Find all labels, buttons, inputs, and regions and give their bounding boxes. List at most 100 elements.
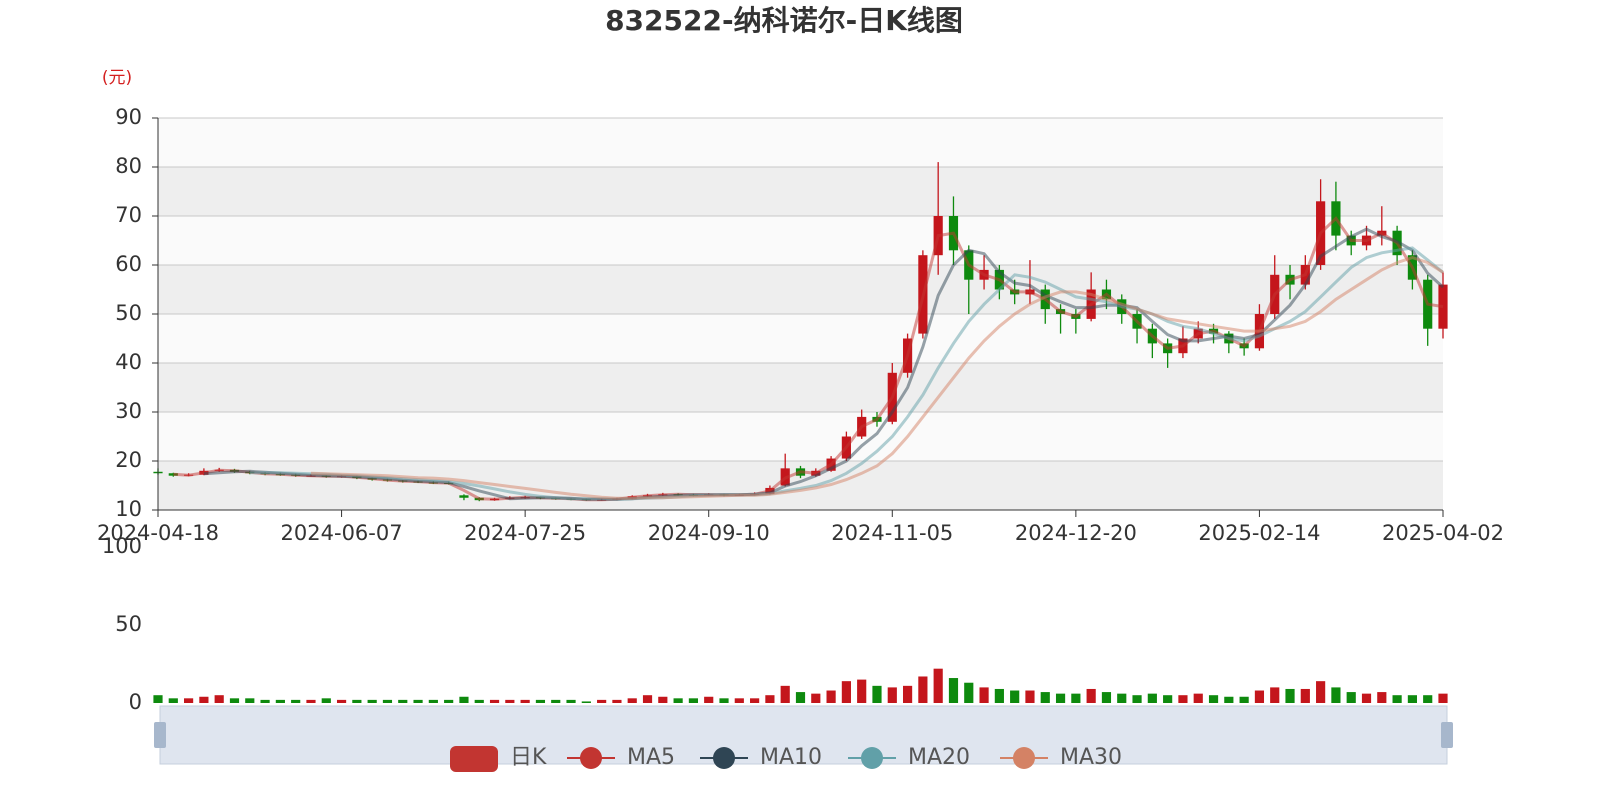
volume-bar	[1270, 687, 1280, 703]
volume-bar	[367, 699, 377, 703]
volume-bar	[841, 681, 851, 703]
y-tick-label: 40	[115, 350, 142, 374]
volume-bar	[1040, 692, 1050, 703]
volume-bar	[1361, 693, 1372, 703]
volume-bar	[413, 699, 423, 703]
volume-bar	[520, 699, 530, 703]
volume-bar	[719, 698, 729, 703]
volume-tick-label: 50	[115, 612, 142, 636]
legend-label: MA5	[627, 745, 675, 770]
x-tick-label: 2025-04-02	[1382, 521, 1504, 545]
volume-bar	[1316, 681, 1326, 703]
ma-line	[310, 256, 1444, 500]
volume-bar	[275, 699, 285, 703]
volume-bar	[1392, 695, 1402, 703]
y-unit: (元)	[102, 68, 132, 88]
volume-bar	[459, 696, 469, 703]
y-tick-label: 20	[115, 448, 142, 472]
volume-bar	[964, 682, 974, 703]
volume-bar	[444, 699, 454, 703]
volume-bar	[1438, 693, 1448, 703]
volume-bar	[1025, 690, 1035, 703]
volume-bar	[1163, 695, 1173, 703]
volume-bar	[826, 690, 836, 703]
volume-bar	[581, 701, 591, 703]
volume-bar	[658, 696, 668, 703]
volume-bar	[1178, 695, 1188, 703]
split-area	[158, 167, 1443, 216]
volume-bar	[704, 696, 714, 703]
volume-bar	[1071, 693, 1081, 703]
legend-icon	[1013, 747, 1035, 769]
slider-handle[interactable]	[154, 722, 166, 748]
y-tick-label: 10	[115, 497, 142, 521]
x-tick-label: 2025-02-14	[1198, 521, 1320, 545]
volume-bar	[1117, 693, 1127, 703]
volume-bar	[505, 699, 515, 703]
volume-bar	[597, 699, 607, 703]
axes: 10 20 30 40 50 60 70 80 90 2024-04-18 2024-06-07 20…	[97, 105, 1504, 714]
slider-handle[interactable]	[1441, 722, 1453, 748]
volume-bar	[199, 696, 209, 703]
volume-bar	[811, 693, 821, 703]
volume-bar	[1101, 692, 1112, 703]
zoom-slider[interactable]	[154, 705, 1453, 765]
split-area	[158, 265, 1443, 314]
y-tick-label: 70	[115, 203, 142, 227]
ma-line	[249, 246, 1444, 501]
volume-bar	[153, 695, 163, 703]
volume-bar	[428, 699, 438, 703]
volume-bar	[1132, 695, 1142, 703]
volume-bar	[872, 685, 882, 703]
volume-bar	[627, 698, 637, 703]
x-tick-label: 2024-11-05	[831, 521, 953, 545]
volume-bar	[765, 695, 775, 703]
volume-bar	[780, 685, 790, 703]
volume-bar	[566, 699, 576, 703]
split-area	[158, 118, 1443, 167]
volume-bar	[1086, 688, 1096, 703]
y-tick-label: 90	[115, 105, 142, 129]
volume-bar	[1300, 688, 1310, 703]
volume-tick-label: 100	[102, 534, 142, 558]
volume-bar	[184, 698, 194, 703]
legend: 日K MA5 MA10 MA20 MA30	[450, 745, 1122, 772]
volume-bar	[1407, 695, 1417, 703]
chart-title: 832522-纳科诺尔-日K线图	[605, 4, 963, 37]
legend-label: 日K	[510, 745, 547, 770]
volume-bar	[918, 676, 928, 703]
volume-tick-label: 0	[129, 690, 142, 714]
candle-body	[1438, 284, 1448, 329]
volume-bar	[489, 699, 500, 703]
volume-bar	[1346, 692, 1356, 703]
y-tick-label: 80	[115, 154, 142, 178]
volume-bar	[245, 698, 255, 703]
x-tick-label: 2024-06-07	[281, 521, 403, 545]
legend-icon	[861, 747, 883, 769]
volume-bar	[979, 687, 989, 703]
y-tick-label: 50	[115, 301, 142, 325]
volume-bar	[612, 699, 622, 703]
volume-bar	[887, 687, 897, 703]
volume-bar	[1224, 696, 1234, 703]
volume-bar	[933, 668, 943, 703]
volume-bar	[1193, 693, 1203, 703]
volume-bar	[321, 698, 331, 703]
volume-bar	[168, 698, 178, 703]
volume-bar	[673, 698, 683, 703]
legend-label: MA30	[1060, 745, 1122, 770]
volume-bar	[1010, 690, 1020, 703]
x-tick-label: 2024-12-20	[1015, 521, 1137, 545]
volume-bar	[1331, 687, 1341, 703]
volume-bar	[1285, 688, 1295, 703]
volume-bar	[229, 698, 240, 703]
volume-bar	[1239, 696, 1249, 703]
volume-bar	[750, 698, 760, 703]
volume-bar	[902, 685, 913, 703]
x-tick-label: 2024-04-18	[97, 521, 219, 545]
volume-bar	[1147, 693, 1157, 703]
volume-bar	[336, 699, 347, 703]
plot-background	[158, 118, 1443, 510]
volume-bar	[948, 678, 959, 703]
